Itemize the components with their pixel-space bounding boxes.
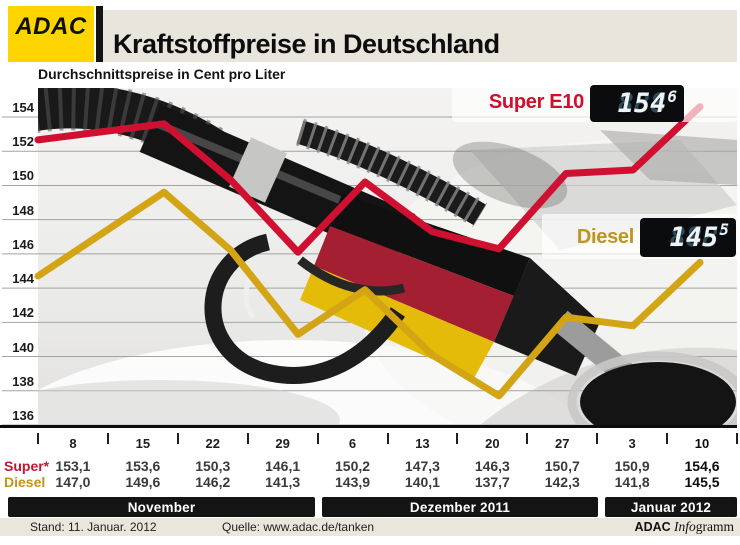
title-band: Kraftstoffpreise in Deutschland	[103, 10, 737, 62]
y-axis-tick-label: 140	[12, 339, 34, 355]
axis-tick	[456, 433, 459, 444]
date-cell: 13	[415, 436, 430, 451]
adac-logo-text: ADAC	[15, 13, 87, 40]
y-axis-tick-label: 150	[12, 168, 34, 184]
super-price-cell: 150,3	[195, 458, 231, 474]
date-cell: 8	[69, 436, 77, 451]
super-price-cell: 150,7	[544, 458, 580, 474]
axis-tick	[666, 433, 669, 444]
date-cell: 20	[485, 436, 500, 451]
adac-logo: ADAC	[8, 6, 94, 62]
table-row-label-diesel: Diesel	[4, 474, 46, 490]
x-axis-line	[0, 425, 737, 428]
footer-stand-date: Stand: 11. Januar. 2012	[30, 520, 157, 534]
page-title: Kraftstoffpreise in Deutschland	[113, 29, 500, 59]
diesel-price-cell: 149,6	[125, 474, 161, 490]
price-lines	[34, 103, 704, 400]
axis-tick	[37, 433, 39, 444]
diesel-price-cell: 141,8	[614, 474, 650, 490]
super-price-cell: 153,6	[125, 458, 161, 474]
date-cell: 15	[135, 436, 151, 451]
y-axis-tick-label: 142	[12, 305, 34, 321]
diesel-price-cell: 141,3	[265, 474, 301, 490]
date-cell: 10	[694, 436, 710, 451]
lcd-ghost-segments: 888	[669, 222, 719, 253]
date-cell: 3	[628, 436, 636, 451]
diesel-price-cell: 147,0	[55, 474, 91, 490]
super-price-cell: 150,2	[335, 458, 371, 474]
footer-bar: Stand: 11. Januar. 2012 Quelle: www.adac…	[0, 518, 740, 536]
axis-tick	[106, 433, 109, 444]
brand-info: Info	[674, 519, 696, 534]
y-axis-tick-label: 138	[12, 373, 34, 389]
footer-source: Quelle: www.adac.de/tanken	[222, 520, 375, 534]
chart-subtitle: Durchschnittspreise in Cent pro Liter	[38, 66, 286, 82]
flag-black-section	[330, 194, 530, 296]
date-cell: 29	[275, 436, 290, 451]
date-cell: 6	[348, 436, 357, 451]
brand-adac: ADAC	[634, 520, 671, 534]
tank-opening	[580, 362, 736, 425]
axis-tick	[596, 433, 599, 444]
lcd-digits: 888 154	[617, 88, 667, 119]
table-row-label-super: Super*	[4, 458, 50, 474]
y-axis-tick-label: 146	[12, 236, 34, 252]
axis-tick	[316, 433, 319, 444]
diesel-price-cell: 146,2	[195, 474, 231, 490]
y-axis-tick-label: 148	[12, 202, 34, 218]
logo-divider-bar	[96, 6, 103, 62]
date-cell: 22	[205, 436, 220, 451]
y-axis-tick-label: 152	[12, 134, 34, 150]
axis-tick	[736, 433, 738, 444]
axis-tick	[386, 433, 389, 444]
super-series-label: Super E10	[488, 91, 584, 113]
diesel-price-cell: 142,3	[544, 474, 580, 490]
super-price-cell: 146,1	[265, 458, 301, 474]
diesel-price-cell: 137,7	[474, 474, 510, 490]
lcd-digits: 888 145	[669, 222, 719, 253]
y-axis-tick-label: 154	[12, 100, 34, 115]
month-bar-dezember: Dezember 2011	[322, 497, 598, 517]
axis-tick	[176, 433, 179, 444]
super-price-cell: 154,6	[684, 458, 720, 474]
flag-red-section	[314, 226, 514, 342]
super-price-cell: 147,3	[404, 458, 440, 474]
date-cell: 27	[555, 436, 570, 451]
super-price-cell: 146,3	[474, 458, 510, 474]
handle-loop	[204, 233, 406, 384]
month-bar-november: November	[8, 497, 315, 517]
axis-tick	[526, 433, 529, 444]
series-line-super-e10	[34, 103, 704, 256]
super-price-cell: 153,1	[55, 458, 91, 474]
month-bar-januar: Januar 2012	[605, 497, 737, 517]
diesel-price-cell: 143,9	[335, 474, 371, 490]
y-axis-tick-label: 136	[12, 408, 34, 423]
diesel-series-label: Diesel	[576, 226, 634, 248]
brand-gramm: gramm	[695, 519, 734, 534]
trigger-lever	[297, 256, 406, 296]
silver-band	[229, 137, 287, 203]
footer-brand: ADAC Infogramm	[635, 518, 734, 536]
diesel-price-cell: 145,5	[684, 474, 720, 490]
axis-tick	[246, 433, 249, 444]
diesel-price-cell: 140,1	[404, 474, 440, 490]
super-price-cell: 150,9	[614, 458, 650, 474]
y-axis-tick-label: 144	[12, 271, 34, 287]
series-line-diesel	[34, 188, 704, 400]
lcd-ghost-segments: 888	[617, 88, 667, 119]
